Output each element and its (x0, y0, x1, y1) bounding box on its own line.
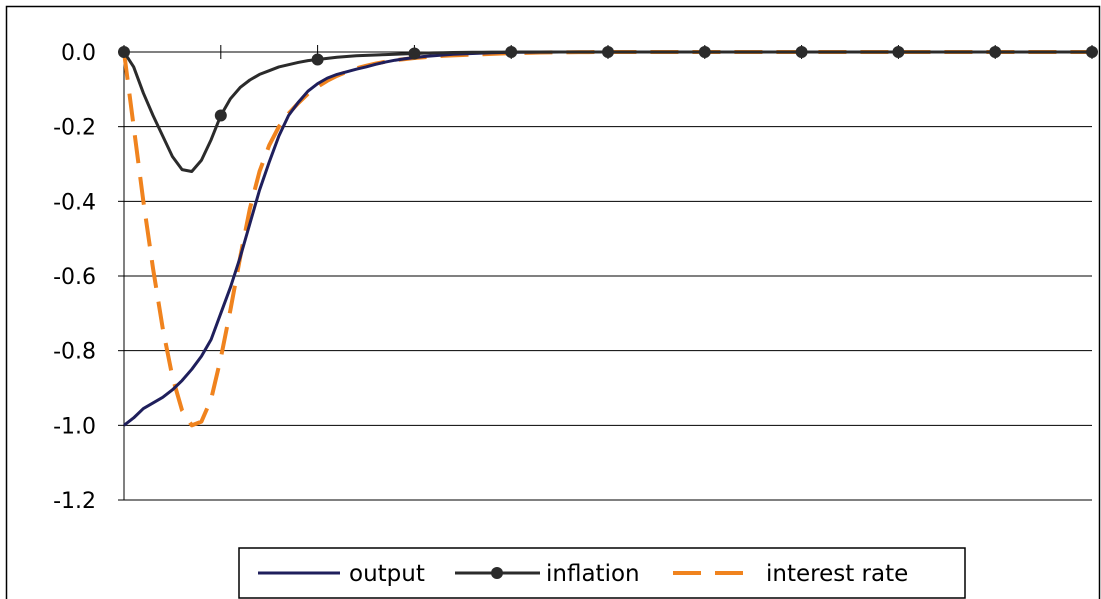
y-axis-tick-labels: 0.0 -0.2 -0.4 -0.6 -0.8 -1.0 -1.2 (53, 41, 96, 514)
y-tick-label-4: -0.8 (53, 340, 96, 365)
chart-frame (5, 5, 1101, 599)
y-tick-label-1: -0.2 (53, 116, 96, 141)
point-inflation-4 (505, 46, 518, 58)
y-tick-label-5: -1.0 (53, 414, 96, 439)
point-inflation-6 (698, 46, 711, 58)
legend-label-interest-rate: interest rate (766, 561, 908, 587)
point-inflation-1 (214, 109, 227, 122)
legend-label-inflation: inflation (546, 561, 640, 587)
point-inflation-2 (311, 53, 324, 66)
legend-box (238, 547, 966, 599)
point-inflation-5 (602, 46, 614, 58)
point-inflation-10 (1086, 46, 1098, 58)
legend-marker-inflation (491, 567, 503, 579)
y-tick-label-3: -0.6 (53, 265, 96, 290)
point-inflation-9 (989, 46, 1002, 58)
point-inflation-8 (892, 46, 905, 58)
gridlines (124, 126, 1092, 501)
legend-label-output: output (349, 561, 425, 587)
point-inflation-0 (118, 46, 130, 58)
y-tick-label-0: 0.0 (61, 41, 96, 66)
series-layer (118, 46, 1098, 428)
point-inflation-3 (408, 47, 421, 60)
y-tick-label-2: -0.4 (53, 190, 96, 215)
point-inflation-7 (795, 46, 808, 58)
legend: output inflation interest rate (238, 547, 966, 599)
y-tick-label-6: -1.2 (53, 489, 96, 514)
